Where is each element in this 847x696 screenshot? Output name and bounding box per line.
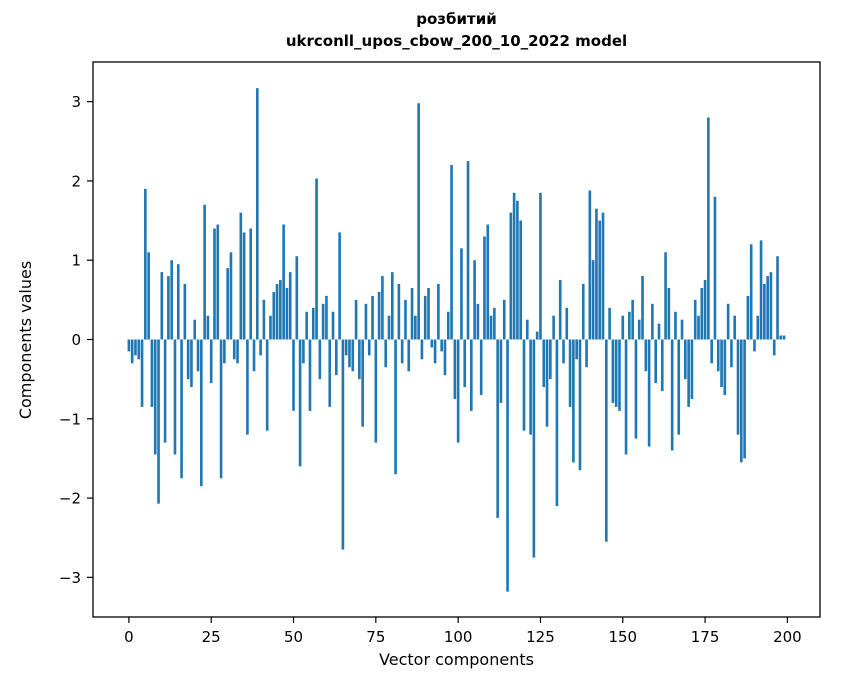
svg-text:−2: −2	[59, 490, 81, 508]
svg-text:150: 150	[608, 628, 637, 646]
svg-text:−1: −1	[59, 410, 81, 428]
chart-title: розбитий ukrconll_upos_cbow_200_10_2022 …	[93, 8, 820, 52]
svg-text:125: 125	[526, 628, 555, 646]
svg-text:−3: −3	[59, 569, 81, 587]
svg-text:25: 25	[202, 628, 221, 646]
svg-text:3: 3	[71, 93, 81, 111]
chart-title-line2: ukrconll_upos_cbow_200_10_2022 model	[285, 32, 628, 50]
chart-title-line1: розбитий	[416, 10, 497, 28]
svg-text:0: 0	[71, 331, 81, 349]
svg-text:0: 0	[124, 628, 134, 646]
y-axis-label: Components values	[16, 260, 35, 420]
x-axis-label: Vector components	[379, 650, 534, 669]
svg-text:175: 175	[691, 628, 720, 646]
svg-text:1: 1	[71, 252, 81, 270]
svg-text:75: 75	[366, 628, 385, 646]
svg-text:2: 2	[71, 172, 81, 190]
svg-text:200: 200	[773, 628, 802, 646]
svg-text:100: 100	[444, 628, 473, 646]
svg-text:50: 50	[284, 628, 303, 646]
